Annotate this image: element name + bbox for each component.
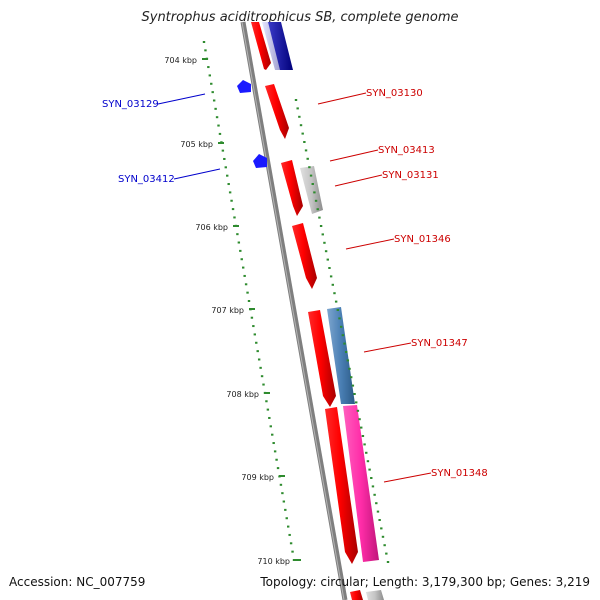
gene-syn-03130 [265,84,289,139]
scale-label: 707 kbp [211,306,244,315]
scale-label: 704 kbp [164,56,197,65]
gene-syn-01347 [308,310,336,407]
label-syn-03130[interactable]: SYN_03130 [366,88,423,99]
genome-summary-text: Topology: circular; Length: 3,179,300 bp… [260,575,590,589]
gene-top-navy [268,22,293,70]
label-syn-03413[interactable]: SYN_03413 [378,145,435,156]
label-syn-01347[interactable]: SYN_01347 [411,338,468,349]
gene-steelblue [327,307,355,404]
scale-label: 708 kbp [226,390,259,399]
label-syn-03131[interactable]: SYN_03131 [382,170,439,181]
label-syn-03129[interactable]: SYN_03129 [102,99,159,110]
gene-label-leaders [157,92,432,483]
gene-top-lavender [262,22,281,70]
gene-syn-01348-red [325,407,358,564]
scale-label: 706 kbp [195,223,228,232]
scale-label: 710 kbp [257,557,290,566]
scale-labels: 704 kbp 705 kbp 706 kbp 707 kbp 708 kbp 709 k… [164,56,290,566]
gene-bottom-grey [366,590,384,600]
genome-backbone-highlight [241,21,345,600]
accession-text: Accession: NC_007759 [9,575,146,589]
scale-ticks [202,41,390,563]
gene-syn-01346 [292,223,317,289]
scale-label: 705 kbp [180,140,213,149]
leader-syn-03130 [317,92,367,105]
gene-syn-03131 [281,160,303,216]
gene-syn-03413 [300,166,323,214]
gene-syn-03412 [253,154,267,168]
leader-syn-03131 [334,174,383,187]
leader-syn-01348 [383,472,432,483]
leader-syn-03412 [173,168,221,180]
label-syn-03412[interactable]: SYN_03412 [118,174,175,185]
gene-syn-01348 [343,405,379,562]
genome-backbone [240,21,348,600]
gene-syn-03129 [237,80,251,93]
scale-label: 709 kbp [241,473,274,482]
gene-top-red [251,22,271,70]
leader-syn-01346 [345,238,395,250]
label-syn-01348[interactable]: SYN_01348 [431,468,488,479]
leader-syn-03129 [157,93,206,105]
leader-syn-01347 [363,342,412,353]
gene-bottom-red [350,590,363,600]
label-syn-01346[interactable]: SYN_01346 [394,234,451,245]
leader-syn-03413 [329,149,379,162]
genome-title: Syntrophus aciditrophicus SB, complete g… [141,10,459,25]
